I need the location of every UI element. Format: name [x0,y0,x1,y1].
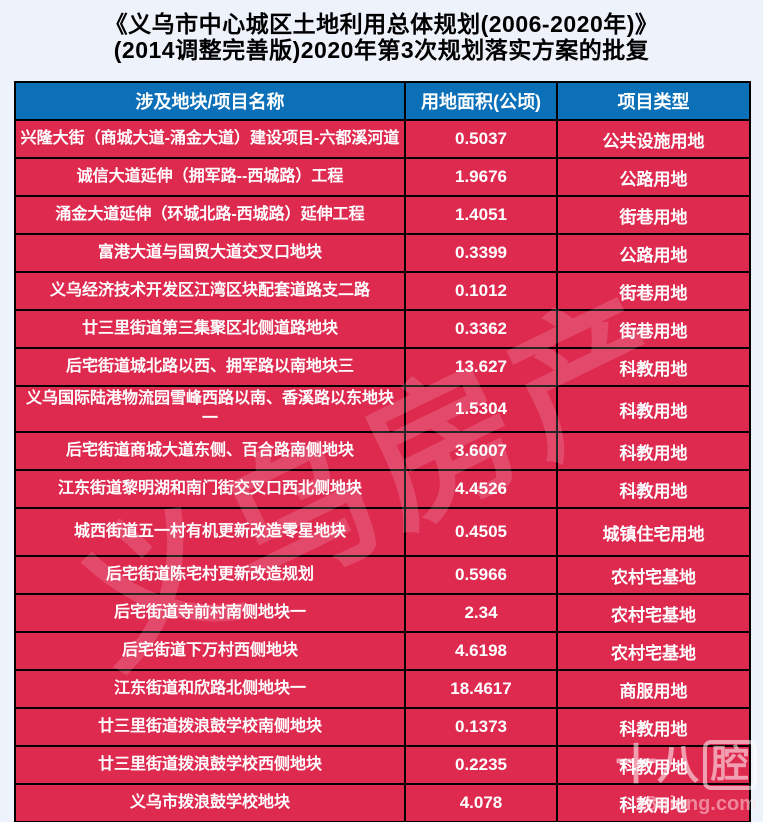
project-name-cell: 富港大道与国贸大道交叉口地块 [14,233,406,273]
area-value-cell: 0.3362 [404,309,558,349]
area-value-cell: 18.4617 [404,669,558,709]
area-value-cell: 13.627 [404,347,558,387]
table-row: 廿三里街道拨浪鼓学校南侧地块 0.1373 科教用地 [14,707,751,747]
table-row: 廿三里街道拨浪鼓学校西侧地块 0.2235 科教用地 [14,745,751,785]
table-row: 诚信大道延伸（拥军路--西城路）工程 1.9676 公路用地 [14,157,751,197]
project-name-cell: 后宅街道下万村西侧地块 [14,631,406,671]
project-name-cell: 江东街道和欣路北侧地块一 [14,669,406,709]
table-row: 江东街道黎明湖和南门街交叉口西北侧地块 4.4526 科教用地 [14,469,751,509]
project-type-cell: 街巷用地 [556,309,751,349]
title-line-1: 《义乌市中心城区土地利用总体规划(2006-2020年)》 [104,11,659,37]
area-value-cell: 0.5966 [404,555,558,595]
area-value-cell: 4.078 [404,783,558,822]
project-name-cell: 廿三里街道拨浪鼓学校西侧地块 [14,745,406,785]
area-value-cell: 0.1373 [404,707,558,747]
project-name-cell: 义乌国际陆港物流园雪峰西路以南、香溪路以东地块 一 [14,385,406,433]
project-name-cell: 义乌市拨浪鼓学校地块 [14,783,406,822]
project-name-cell: 诚信大道延伸（拥军路--西城路）工程 [14,157,406,197]
project-name-cell: 廿三里街道第三集聚区北侧道路地块 [14,309,406,349]
area-value-cell: 1.4051 [404,195,558,235]
area-value-cell: 4.6198 [404,631,558,671]
project-type-cell: 城镇住宅用地 [556,507,751,557]
project-type-cell: 科教用地 [556,385,751,433]
project-type-cell: 街巷用地 [556,271,751,311]
project-type-cell: 科教用地 [556,347,751,387]
project-type-cell: 公路用地 [556,157,751,197]
area-value-cell: 0.3399 [404,233,558,273]
column-header-type: 项目类型 [556,81,751,121]
project-type-cell: 科教用地 [556,745,751,785]
project-type-cell: 街巷用地 [556,195,751,235]
table-row: 后宅街道陈宅村更新改造规划 0.5966 农村宅基地 [14,555,751,595]
table-row: 义乌国际陆港物流园雪峰西路以南、香溪路以东地块 一 1.5304 科教用地 [14,385,751,433]
area-value-cell: 1.5304 [404,385,558,433]
table-row: 兴隆大街（商城大道-涌金大道）建设项目-六都溪河道 0.5037 公共设施用地 [14,119,751,159]
project-name-cell: 后宅街道商城大道东侧、百合路南侧地块 [14,431,406,471]
table-row: 后宅街道商城大道东侧、百合路南侧地块 3.6007 科教用地 [14,431,751,471]
page-title: 《义乌市中心城区土地利用总体规划(2006-2020年)》 (2014调整完善版… [0,0,763,63]
table-row: 后宅街道城北路以西、拥军路以南地块三 13.627 科教用地 [14,347,751,387]
area-value-cell: 0.1012 [404,271,558,311]
area-value-cell: 2.34 [404,593,558,633]
area-value-cell: 4.4526 [404,469,558,509]
title-line-2: (2014调整完善版)2020年第3次规划落实方案的批复 [113,37,650,63]
project-name-cell: 义乌经济技术开发区江湾区块配套道路支二路 [14,271,406,311]
area-value-cell: 0.2235 [404,745,558,785]
project-name-cell: 后宅街道陈宅村更新改造规划 [14,555,406,595]
column-header-area: 用地面积(公顷) [404,81,558,121]
area-value-cell: 0.4505 [404,507,558,557]
project-type-cell: 农村宅基地 [556,631,751,671]
project-type-cell: 农村宅基地 [556,593,751,633]
project-name-cell: 江东街道黎明湖和南门街交叉口西北侧地块 [14,469,406,509]
area-value-cell: 3.6007 [404,431,558,471]
project-type-cell: 公共设施用地 [556,119,751,159]
table-row: 后宅街道寺前村南侧地块一 2.34 农村宅基地 [14,593,751,633]
table-row: 廿三里街道第三集聚区北侧道路地块 0.3362 街巷用地 [14,309,751,349]
table-row: 后宅街道下万村西侧地块 4.6198 农村宅基地 [14,631,751,671]
area-value-cell: 0.5037 [404,119,558,159]
project-type-cell: 科教用地 [556,469,751,509]
project-name-cell: 后宅街道城北路以西、拥军路以南地块三 [14,347,406,387]
column-header-project-name: 涉及地块/项目名称 [14,81,406,121]
project-name-cell: 后宅街道寺前村南侧地块一 [14,593,406,633]
table-row: 涌金大道延伸（环城北路-西城路）延伸工程 1.4051 街巷用地 [14,195,751,235]
table-row: 江东街道和欣路北侧地块一 18.4617 商服用地 [14,669,751,709]
project-type-cell: 科教用地 [556,431,751,471]
area-value-cell: 1.9676 [404,157,558,197]
table-row: 义乌市拨浪鼓学校地块 4.078 科教用地 [14,783,751,822]
project-type-cell: 科教用地 [556,783,751,822]
table-body: 兴隆大街（商城大道-涌金大道）建设项目-六都溪河道 0.5037 公共设施用地 … [14,119,751,822]
project-name-cell: 涌金大道延伸（环城北路-西城路）延伸工程 [14,195,406,235]
project-name-cell: 廿三里街道拨浪鼓学校南侧地块 [14,707,406,747]
project-type-cell: 农村宅基地 [556,555,751,595]
project-type-cell: 商服用地 [556,669,751,709]
project-type-cell: 科教用地 [556,707,751,747]
table-row: 义乌经济技术开发区江湾区块配套道路支二路 0.1012 街巷用地 [14,271,751,311]
project-name-cell: 兴隆大街（商城大道-涌金大道）建设项目-六都溪河道 [14,119,406,159]
project-name-cell: 城西街道五一村有机更新改造零星地块 [14,507,406,557]
table-row: 城西街道五一村有机更新改造零星地块 0.4505 城镇住宅用地 [14,507,751,557]
table-header-row: 涉及地块/项目名称 用地面积(公顷) 项目类型 [14,81,751,121]
table-row: 富港大道与国贸大道交叉口地块 0.3399 公路用地 [14,233,751,273]
project-type-cell: 公路用地 [556,233,751,273]
land-use-table: 涉及地块/项目名称 用地面积(公顷) 项目类型 兴隆大街（商城大道-涌金大道）建… [14,81,751,822]
